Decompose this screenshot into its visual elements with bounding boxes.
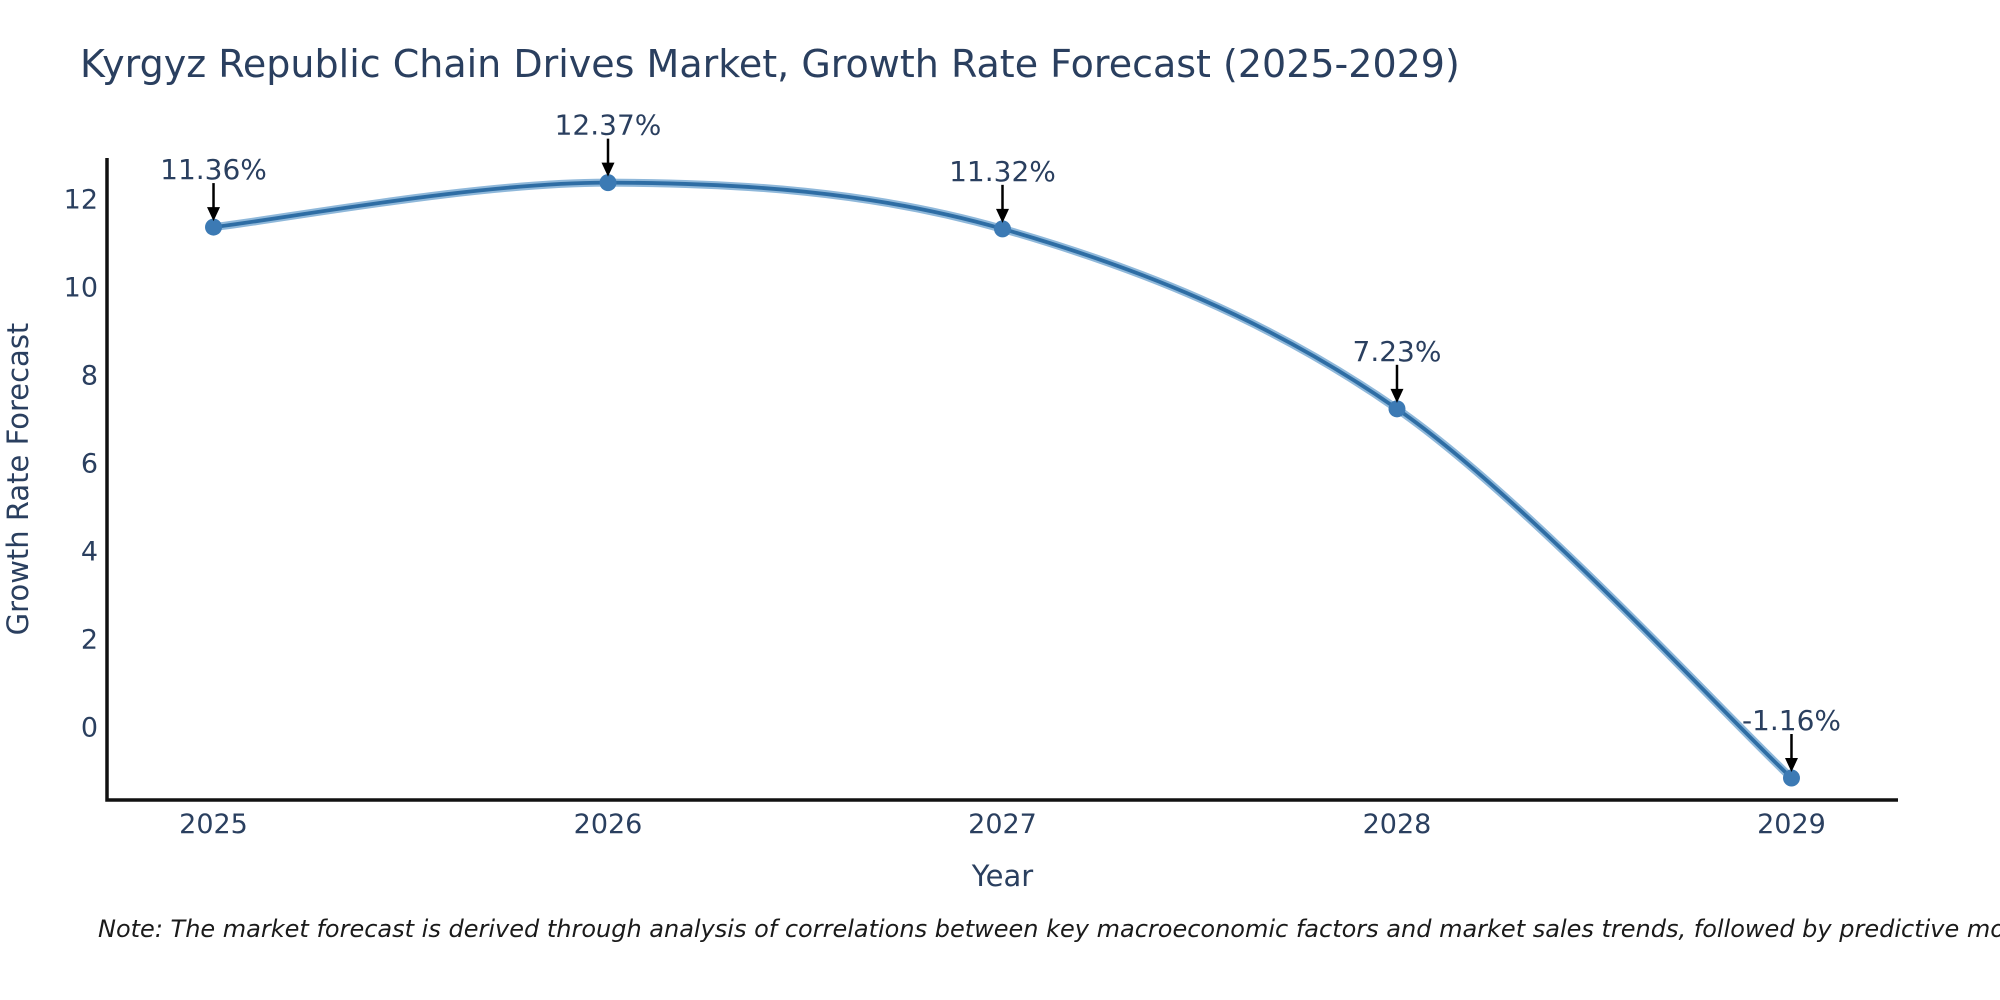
y-axis-tick-label: 10: [64, 272, 98, 303]
x-axis-tick-label: 2025: [179, 809, 248, 840]
data-point-label: 11.36%: [160, 153, 267, 186]
x-axis-tick-label: 2029: [1757, 809, 1826, 840]
data-point-marker: [599, 174, 617, 192]
data-point-marker: [205, 218, 223, 236]
y-axis-tick-label: 12: [64, 184, 98, 215]
x-axis-tick-label: 2028: [1363, 809, 1432, 840]
data-point-marker: [1782, 769, 1800, 787]
annotation-arrow-head: [601, 162, 615, 177]
data-point-label: -1.16%: [1742, 704, 1841, 737]
y-axis-tick-label: 4: [81, 536, 98, 567]
annotation-arrow-head: [1784, 757, 1798, 772]
data-point-marker: [994, 220, 1011, 238]
data-point-label: 7.23%: [1353, 335, 1442, 368]
trend-line: [211, 180, 1794, 780]
annotation-arrow-head: [1390, 388, 1404, 403]
trend-line-halo: [209, 178, 1796, 782]
data-point-marker: [1388, 400, 1406, 418]
x-axis-tick-label: 2026: [574, 809, 643, 840]
x-axis-tick-label: 2027: [968, 809, 1037, 840]
annotation-arrow-head: [207, 207, 221, 222]
y-axis-tick-label: 0: [81, 712, 98, 743]
chart-title: Kyrgyz Republic Chain Drives Market, Gro…: [80, 42, 1460, 86]
data-point-label: 11.32%: [949, 155, 1056, 188]
axis-spines: [105, 158, 1898, 802]
data-point-label: 12.37%: [555, 109, 662, 142]
y-axis-tick-label: 2: [81, 624, 98, 655]
footnote: Note: The market forecast is derived thr…: [98, 915, 2000, 943]
annotation-arrow-head: [996, 208, 1009, 223]
y-axis-tick-label: 8: [81, 360, 98, 391]
x-axis-title: Year: [971, 859, 1033, 893]
y-axis-title: Growth Rate Forecast: [1, 323, 35, 636]
y-axis-tick-label: 6: [81, 448, 98, 479]
